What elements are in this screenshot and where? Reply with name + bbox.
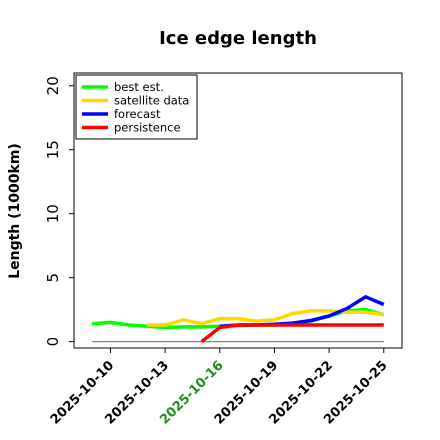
y-axis-ticks: 0 5 10 15 20	[44, 76, 74, 346]
plot-frame	[73, 72, 403, 349]
legend-label-satellite-data: satellite data	[114, 94, 189, 108]
y-axis-label: Length (1000km)	[7, 143, 23, 279]
y-tick-label: 20	[44, 76, 62, 95]
y-tick-label: 15	[44, 140, 62, 159]
legend-label-forecast: forecast	[114, 107, 161, 121]
series-line-persistence	[200, 323, 384, 343]
chart-title: Ice edge length	[159, 28, 317, 49]
series-line-satellite-data	[146, 309, 385, 327]
legend-label-best-est: best est.	[114, 80, 164, 94]
y-tick-label: 0	[44, 337, 62, 347]
series-layer	[92, 295, 385, 343]
y-tick-label: 10	[44, 204, 62, 223]
y-tick-label: 5	[44, 273, 62, 283]
legend-label-persistence: persistence	[114, 121, 181, 135]
x-axis-ticks: 2025-10-102025-10-132025-10-162025-10-19…	[48, 348, 391, 428]
legend: best est.satellite dataforecastpersisten…	[75, 74, 198, 140]
